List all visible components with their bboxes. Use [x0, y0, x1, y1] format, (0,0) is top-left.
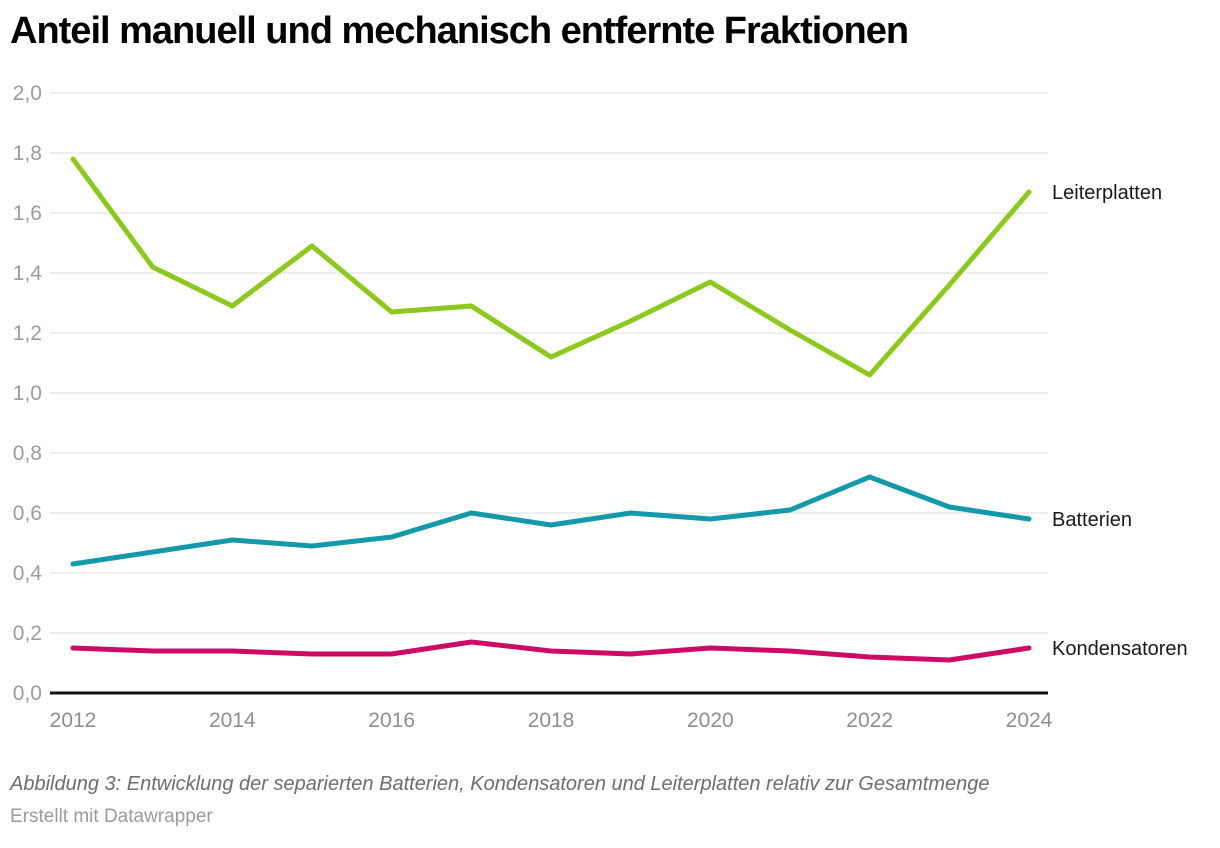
y-tick-label: 0,2	[13, 622, 42, 645]
y-tick-label: 1,0	[13, 382, 42, 405]
x-tick-label: 2020	[687, 709, 734, 732]
series-label-leiterplatten: Leiterplatten	[1052, 182, 1162, 204]
y-tick-label: 0,6	[13, 502, 42, 525]
y-tick-label: 0,0	[13, 682, 42, 705]
y-tick-label: 2,0	[13, 82, 42, 105]
series-label-batterien: Batterien	[1052, 509, 1132, 531]
chart-title: Anteil manuell und mechanisch entfernte …	[10, 10, 909, 52]
y-tick-label: 0,4	[13, 562, 43, 585]
series-line-leiterplatten	[70, 156, 1032, 378]
x-tick-label: 2014	[209, 709, 256, 732]
y-tick-label: 1,4	[13, 262, 43, 285]
series-line-kondensatoren	[70, 639, 1032, 663]
y-tick-label: 1,8	[13, 142, 42, 165]
x-tick-label: 2012	[50, 709, 97, 732]
x-tick-label: 2018	[528, 709, 575, 732]
x-tick-label: 2022	[846, 709, 893, 732]
chart-caption: Abbildung 3: Entwicklung der separierten…	[10, 773, 990, 795]
y-tick-label: 1,6	[13, 202, 42, 225]
y-tick-label: 1,2	[13, 322, 42, 345]
x-tick-label: 2024	[1006, 709, 1053, 732]
datawrapper-credit: Erstellt mit Datawrapper	[10, 806, 213, 827]
series-line-batterien	[70, 474, 1032, 567]
line-chart: 2,0 1,8 1,6 1,4 1,2 1,0 0,8 0,6 0,4 0,2 0,0 2012 201…	[13, 82, 1188, 732]
chart-footer: Abbildung 3: Entwicklung der separierten…	[10, 770, 1210, 828]
series-label-kondensatoren: Kondensatoren	[1052, 638, 1188, 660]
y-tick-label: 0,8	[13, 442, 42, 465]
x-tick-label: 2016	[368, 709, 415, 732]
